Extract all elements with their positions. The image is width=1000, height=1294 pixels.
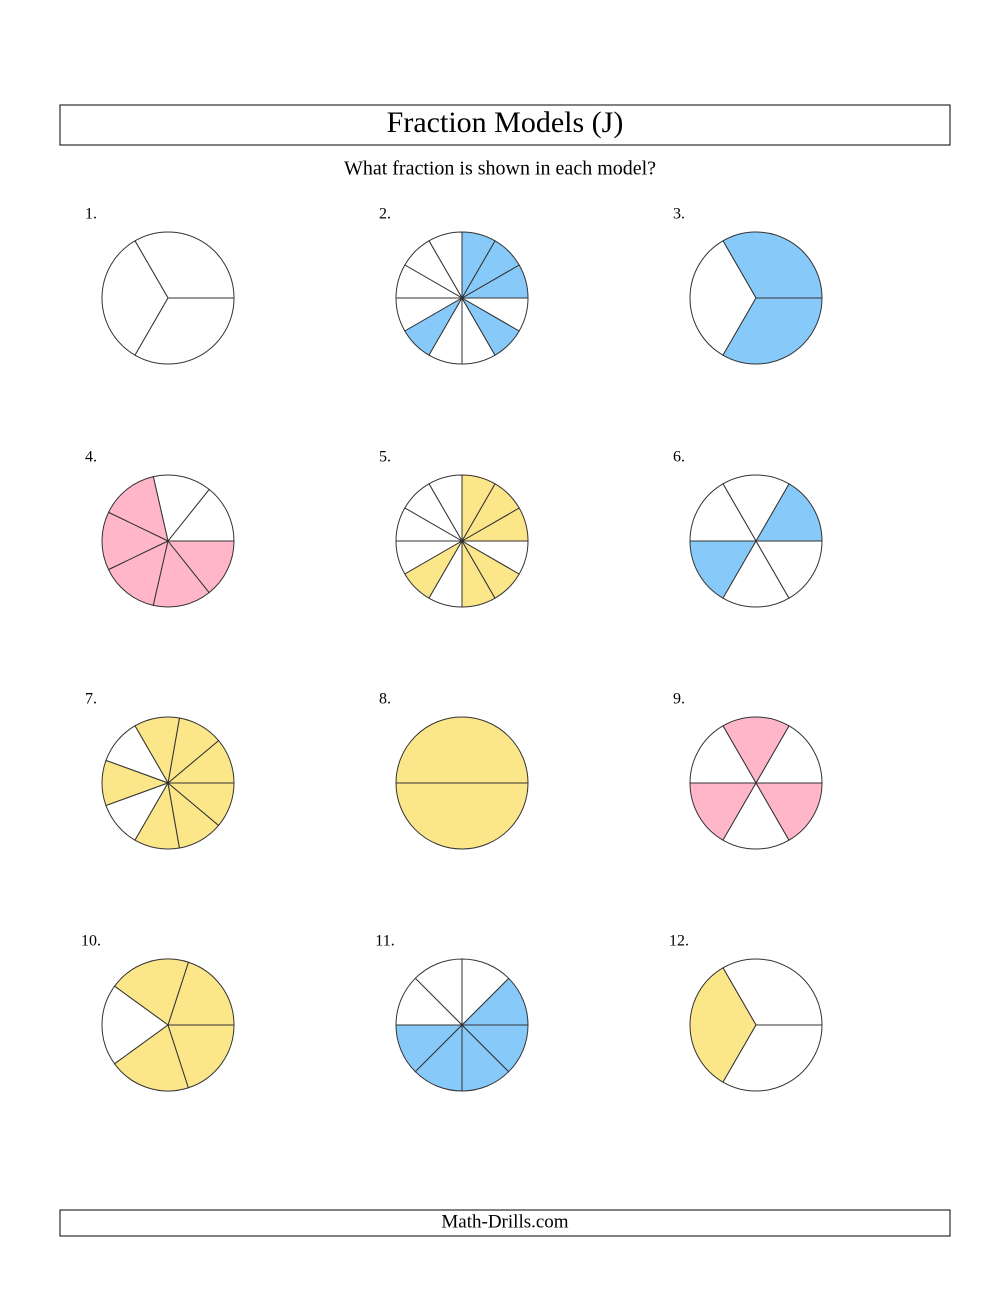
fraction-slice [722,539,790,608]
fraction-slice [722,716,790,785]
problem-label: 10. [81,933,101,950]
fraction-slice [395,782,529,850]
fraction-slice [722,958,823,1026]
footer: Math-Drills.com [441,1211,568,1232]
instruction: What fraction is shown in each model? [344,158,656,180]
fraction-slice [755,782,823,841]
problem-label: 6. [673,449,685,466]
fraction-slice [722,231,823,299]
fraction-slice [755,725,823,784]
fraction-slice [722,474,790,543]
fraction-slice [101,985,169,1065]
problem-label: 7. [85,691,97,708]
fraction-slice [689,782,757,841]
fraction-slice [689,967,757,1083]
title: Fraction Models (J) [387,106,624,139]
problem-label: 11. [375,933,394,950]
title-box [59,104,951,146]
problem-label: 9. [673,691,685,708]
problem-label: 4. [85,449,97,466]
fraction-slice [167,961,235,1026]
fraction-slice [134,231,235,299]
fraction-slice [755,540,823,599]
fraction-slice [113,958,190,1026]
fraction-slice [460,297,529,332]
fraction-slice [167,1024,235,1089]
fraction-slice [166,488,235,542]
fraction-slice [134,297,235,365]
fraction-slice [113,1024,190,1092]
fraction-slice [395,716,529,784]
fraction-slice [689,725,757,784]
problem-label: 1. [85,206,97,223]
fraction-slice [755,483,823,542]
fraction-slice [722,781,790,850]
fraction-slice [166,540,235,594]
fraction-slice [107,476,169,542]
fraction-slice [152,474,210,543]
fraction-slice [722,297,823,365]
fraction-slice [460,540,529,575]
problem-label: 8. [379,691,391,708]
fraction-slice [166,782,235,827]
fraction-slice [107,540,169,606]
fraction-slice [101,240,169,356]
problem-label: 12. [669,933,689,950]
problem-label: 2. [379,206,391,223]
fraction-slice [689,240,757,356]
problem-label: 3. [673,206,685,223]
fraction-slice [689,483,757,542]
fraction-slice [152,539,210,608]
problem-label: 5. [379,449,391,466]
fraction-slice [101,511,170,571]
fraction-slice [460,1024,529,1073]
footer-box [59,1209,951,1237]
fraction-slice [689,540,757,599]
fraction-slice [722,1024,823,1092]
